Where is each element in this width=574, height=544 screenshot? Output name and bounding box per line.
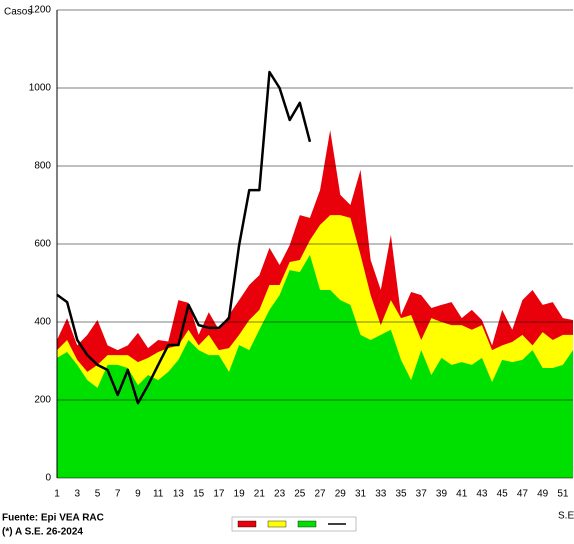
y-tick-label: 200 bbox=[34, 395, 51, 406]
y-tick-label: 800 bbox=[34, 161, 51, 172]
legend-swatch bbox=[237, 520, 257, 528]
x-tick-label: 23 bbox=[274, 489, 286, 500]
x-tick-label: 37 bbox=[416, 489, 428, 500]
legend-box bbox=[231, 516, 357, 532]
x-tick-label: 47 bbox=[517, 489, 529, 500]
x-tick-label: 1 bbox=[54, 489, 60, 500]
y-tick-label: 600 bbox=[34, 239, 51, 250]
x-axis-label: S.E bbox=[558, 511, 574, 522]
x-tick-label: 3 bbox=[74, 489, 80, 500]
y-tick-label: 1200 bbox=[29, 5, 52, 16]
case-line bbox=[56, 70, 312, 405]
y-axis-label: Casos bbox=[4, 7, 32, 18]
x-tick-label: 29 bbox=[335, 489, 347, 500]
x-tick-label: 21 bbox=[254, 489, 266, 500]
legend-swatch bbox=[297, 520, 317, 528]
x-tick-label: 25 bbox=[294, 489, 306, 500]
x-tick-label: 9 bbox=[135, 489, 141, 500]
x-tick-label: 41 bbox=[456, 489, 468, 500]
legend-swatch bbox=[267, 520, 287, 528]
x-tick-label: 35 bbox=[395, 489, 407, 500]
x-tick-label: 45 bbox=[497, 489, 509, 500]
x-tick-label: 49 bbox=[537, 489, 549, 500]
x-tick-label: 27 bbox=[314, 489, 326, 500]
x-tick-label: 5 bbox=[95, 489, 101, 500]
y-tick-label: 400 bbox=[34, 317, 51, 328]
x-tick-label: 15 bbox=[193, 489, 205, 500]
footer-source: Fuente: Epi VEA RAC bbox=[2, 513, 104, 524]
y-tick-label: 1000 bbox=[29, 83, 52, 94]
x-tick-label: 13 bbox=[173, 489, 185, 500]
x-tick-label: 17 bbox=[213, 489, 225, 500]
x-tick-label: 39 bbox=[436, 489, 448, 500]
x-tick-label: 7 bbox=[115, 489, 121, 500]
x-tick-label: 51 bbox=[557, 489, 569, 500]
y-tick-label: 0 bbox=[45, 473, 51, 484]
x-tick-label: 33 bbox=[375, 489, 387, 500]
x-tick-label: 19 bbox=[234, 489, 246, 500]
x-tick-label: 31 bbox=[355, 489, 367, 500]
x-tick-label: 43 bbox=[476, 489, 488, 500]
channel-area bbox=[57, 254, 573, 478]
footer-date: (*) A S.E. 26-2024 bbox=[2, 527, 83, 538]
x-tick-label: 11 bbox=[153, 489, 164, 500]
